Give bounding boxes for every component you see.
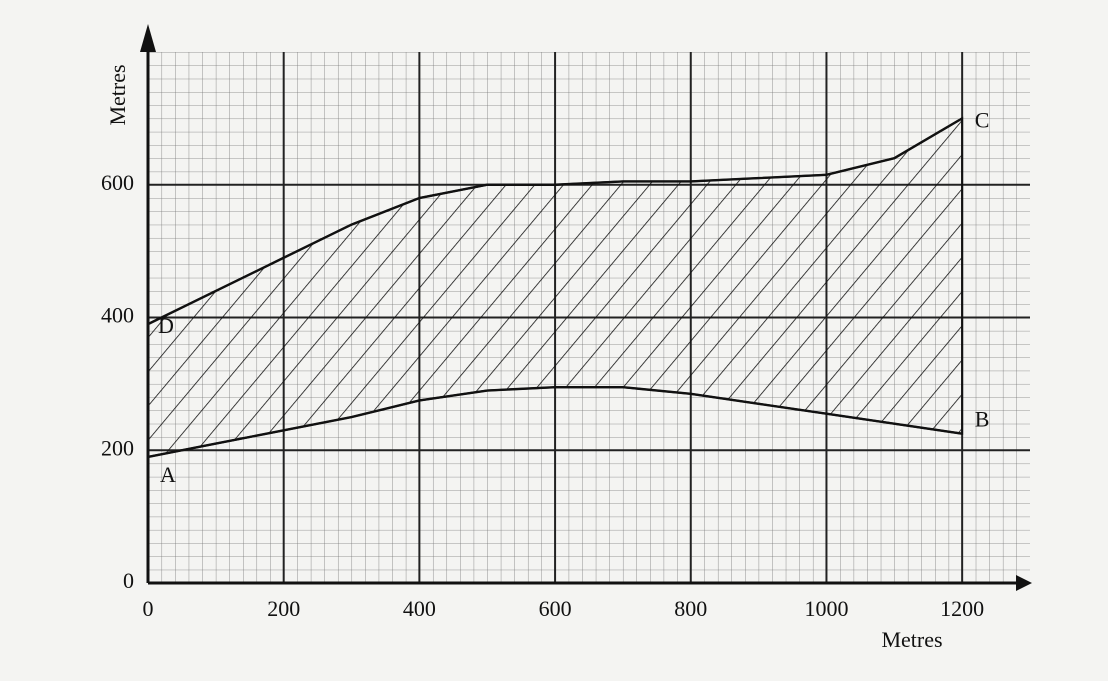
boundary-line <box>147 117 963 326</box>
x-tick-label: 1000 <box>804 596 848 621</box>
y-axis-label: Metres <box>105 64 130 125</box>
x-tick-label: 800 <box>674 596 707 621</box>
x-arrow <box>1016 575 1032 591</box>
point-label: C <box>975 107 990 132</box>
y-tick-label: 400 <box>101 303 134 328</box>
y-tick-label: 0 <box>123 568 134 593</box>
x-tick-label: 400 <box>403 596 436 621</box>
point-label: B <box>975 407 990 432</box>
y-tick-label: 200 <box>101 435 134 460</box>
point-label: A <box>160 462 176 487</box>
y-tick-label: 600 <box>101 170 134 195</box>
x-tick-label: 0 <box>143 596 154 621</box>
x-axis-label: Metres <box>881 627 942 652</box>
y-arrow <box>140 24 156 52</box>
boundary-line <box>147 385 963 459</box>
x-tick-label: 600 <box>539 596 572 621</box>
x-tick-label: 200 <box>267 596 300 621</box>
x-tick-label: 1200 <box>940 596 984 621</box>
point-label: D <box>158 313 174 338</box>
